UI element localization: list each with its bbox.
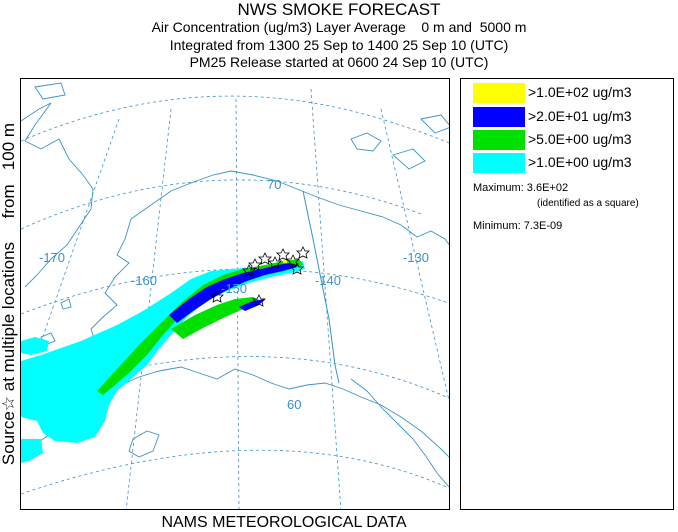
plume-green-south: [171, 297, 261, 339]
legend-item-cyan: >1.0E+00 ug/m3: [473, 153, 669, 173]
plume-green: [97, 259, 303, 395]
plume-yellow: [283, 259, 287, 263]
legend-label-cyan: >1.0E+00 ug/m3: [528, 154, 632, 170]
plume-cyan: [21, 261, 305, 463]
legend-swatch-green: [473, 130, 525, 150]
coastlines: [21, 82, 449, 488]
alaska-north-coast: [130, 170, 449, 246]
latitude-line-75: [21, 95, 449, 144]
source-star-3: [276, 248, 290, 261]
meridian-140: [310, 88, 342, 509]
source-star-6: [290, 262, 304, 275]
longitude-label-170: -170: [39, 250, 65, 265]
latitude-line-70: [21, 179, 422, 230]
legend-swatch-blue: [473, 107, 525, 127]
met-data-label: NAMS METEOROLOGICAL DATA: [161, 514, 407, 531]
source-star-5: [296, 246, 310, 259]
legend-swatch-yellow: [473, 83, 525, 103]
source-star-1: [258, 252, 272, 265]
source-label: Source☆ at multiple locations from 100 m: [0, 122, 18, 466]
chukotka-coast: [21, 102, 94, 288]
plume-cyan-west-blob: [21, 337, 49, 355]
legend-item-blue: >2.0E+01 ug/m3: [473, 107, 669, 127]
plume-blue-south: [239, 299, 265, 311]
legend-panel: >1.0E+02 ug/m3 >2.0E+01 ug/m3 >5.0E+00 u…: [460, 78, 674, 510]
kodiak-island: [128, 430, 160, 458]
source-star-2: [268, 256, 282, 269]
legend-item-green: >5.0E+00 ug/m3: [473, 130, 669, 150]
alaska-canada-border: [302, 190, 340, 384]
alaska-south-coast: [80, 366, 449, 458]
legend-item-yellow: >1.0E+02 ug/m3: [473, 83, 669, 103]
longitude-label-130: -130: [403, 250, 429, 265]
smoke-map: -170 -160 -150 -140 -130 70 60: [20, 78, 450, 510]
plume-yellow-spot: [283, 259, 287, 263]
arctic-islands: [350, 114, 449, 170]
longitude-label-150: -150: [221, 281, 247, 296]
latitude-line-55: [21, 449, 449, 495]
legend-label-blue: >2.0E+01 ug/m3: [528, 108, 632, 124]
plume-cyan-island-blob: [29, 369, 111, 397]
source-star-8: [252, 294, 266, 307]
bering-island-2: [60, 298, 72, 310]
map-canvas: -170 -160 -150 -140 -130 70 60: [21, 82, 449, 509]
plume-green-main: [97, 259, 303, 395]
forecast-subtitle-release: PM25 Release started at 0600 24 Sep 10 (…: [189, 54, 489, 70]
source-star-4: [286, 254, 300, 267]
minimum-value: Minimum: 7.3E-09: [473, 220, 563, 232]
southeast-panhandle: [350, 378, 449, 488]
plume-blue: [169, 263, 297, 323]
latitude-label-60: 60: [287, 397, 301, 412]
latitude-label-70: 70: [267, 177, 281, 192]
source-star-9: [210, 290, 224, 303]
source-star-7: [248, 258, 262, 271]
maximum-value: Maximum: 3.6E+02: [473, 182, 569, 194]
forecast-subtitle-integration: Integrated from 1300 25 Sep to 1400 25 S…: [169, 37, 509, 53]
longitude-label-140: -140: [315, 273, 341, 288]
legend-label-yellow: >1.0E+02 ug/m3: [528, 84, 632, 100]
plume-blue-main: [169, 263, 297, 323]
legend-label-green: >5.0E+00 ug/m3: [528, 131, 632, 147]
wrangel-island: [34, 82, 66, 100]
source-star-10: [242, 264, 256, 277]
longitude-label-160: -160: [131, 273, 157, 288]
source-markers: [210, 246, 310, 307]
maximum-note: (identified as a square): [537, 198, 639, 209]
plume-cyan-main: [21, 261, 305, 443]
forecast-subtitle-concentration: Air Concentration (ug/m3) Layer Average …: [151, 19, 527, 35]
meridian-160: [125, 108, 172, 509]
forecast-title: NWS SMOKE FORECAST: [237, 0, 441, 19]
legend-swatch-cyan: [473, 153, 525, 173]
plume-cyan-south: [21, 439, 43, 463]
